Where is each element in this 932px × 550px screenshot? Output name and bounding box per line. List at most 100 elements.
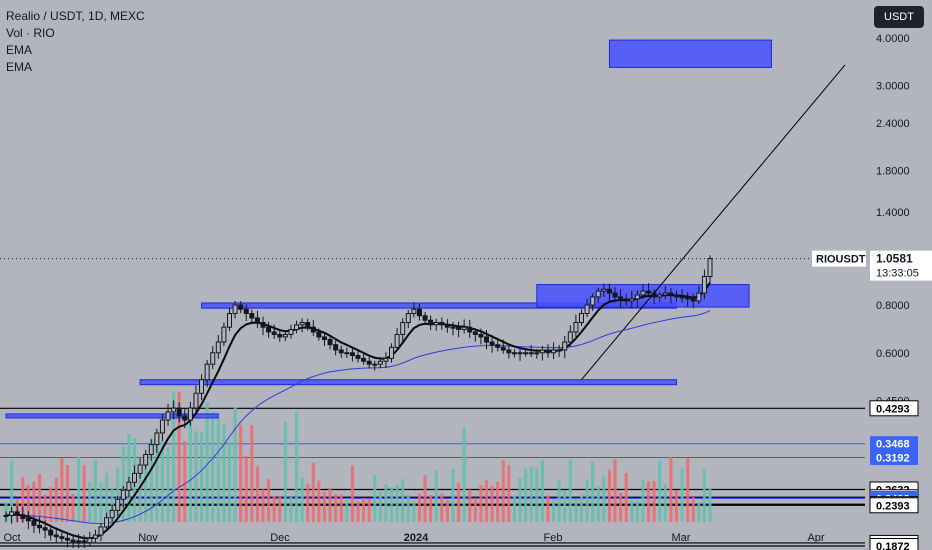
volume-bar: [227, 441, 232, 522]
volume-bar: [501, 460, 505, 522]
symbol-title[interactable]: Realio / USDT, 1D, MEXC: [6, 9, 145, 23]
price-tag-0.2393[interactable]: [869, 497, 919, 514]
price-tag-0.1872[interactable]: [869, 538, 919, 550]
candle: [70, 539, 76, 543]
candle: [143, 453, 149, 466]
volume-bar: [99, 482, 103, 522]
volume-bar: [496, 482, 500, 522]
volume-bar: [429, 495, 433, 522]
volume-bar: [350, 465, 355, 522]
candle: [422, 315, 428, 321]
volume-bar: [144, 455, 148, 522]
candle: [433, 322, 439, 326]
volume-bar: [551, 499, 556, 522]
candle: [562, 341, 568, 351]
candle: [327, 338, 333, 346]
volume-bar: [294, 412, 299, 522]
candle: [489, 341, 495, 346]
candle: [416, 308, 422, 317]
volume-bar: [278, 496, 282, 522]
candle: [673, 294, 679, 298]
candle: [254, 317, 260, 324]
candle: [204, 363, 210, 381]
volume-bar: [423, 475, 427, 522]
volume-bar: [194, 431, 198, 522]
volume-bar: [367, 498, 371, 522]
candle: [14, 511, 20, 516]
candle: [534, 352, 540, 355]
price-zone-5[interactable]: [608, 39, 772, 68]
candle: [467, 326, 473, 333]
candle: [629, 298, 635, 302]
candle: [243, 308, 249, 315]
candle: [260, 322, 266, 328]
candle: [132, 472, 138, 483]
volume-bar: [322, 491, 327, 522]
current-price-tag[interactable]: [870, 250, 932, 281]
volume-bar: [624, 473, 628, 522]
volume-bar: [155, 437, 159, 522]
volume-bar: [166, 446, 170, 522]
candle: [25, 517, 31, 522]
volume-bar: [300, 477, 304, 522]
price-tag-0.3192[interactable]: [870, 449, 918, 465]
price-tag-0.4293[interactable]: [869, 400, 919, 417]
volume-bar: [378, 491, 382, 522]
candle: [349, 352, 355, 357]
price-zone-3[interactable]: [5, 413, 219, 419]
trendline[interactable]: [581, 64, 846, 381]
candle: [266, 326, 272, 333]
candle: [377, 360, 383, 365]
y-tick-label: 1.4000: [876, 207, 910, 219]
volume-bar: [205, 402, 209, 522]
volume-bar: [216, 418, 220, 522]
volume-bar: [434, 470, 438, 522]
volume-bar: [373, 475, 377, 522]
candle: [81, 540, 87, 544]
volume-indicator-label[interactable]: Vol · RIO: [6, 26, 55, 40]
volume-bar: [71, 493, 75, 522]
candle: [344, 352, 350, 355]
volume-bar: [512, 495, 517, 522]
volume-bar: [311, 462, 315, 522]
candle: [31, 520, 37, 526]
volume-bar: [646, 481, 651, 522]
candle: [98, 526, 104, 536]
volume-bar: [149, 437, 153, 522]
symbol-tag[interactable]: [812, 250, 866, 267]
volume-bar: [93, 460, 97, 522]
candle: [411, 308, 417, 315]
ema-indicator-label-1[interactable]: EMA: [6, 43, 33, 57]
candle: [53, 534, 59, 538]
candle: [696, 292, 702, 302]
candle: [606, 288, 612, 294]
volume-bar: [440, 493, 444, 522]
y-tick-label: 4.0000: [876, 33, 910, 45]
volume-bar: [596, 486, 600, 522]
volume-bar: [289, 496, 293, 522]
volume-bar: [490, 485, 494, 522]
candle: [511, 352, 517, 355]
price-zone-1[interactable]: [139, 379, 677, 386]
candle: [271, 331, 277, 335]
volume-bar: [116, 467, 120, 522]
candle: [182, 415, 188, 421]
current-price-value: 1.0581: [876, 252, 913, 266]
volume-bar: [607, 469, 612, 522]
candle: [461, 326, 467, 331]
price-tag-0.3468[interactable]: [870, 436, 918, 452]
candle: [668, 292, 674, 296]
x-tick-label: Oct: [3, 532, 20, 544]
volume-bar: [591, 461, 595, 522]
volume-bar: [384, 484, 388, 522]
candle: [115, 498, 121, 511]
volume-bar: [468, 489, 472, 522]
candle: [87, 537, 93, 544]
currency-button[interactable]: USDT: [874, 6, 924, 28]
candle: [372, 363, 378, 366]
volume-bar: [255, 466, 260, 522]
candle: [64, 537, 70, 541]
volume-bar: [233, 407, 237, 522]
ema-indicator-label-2[interactable]: EMA: [6, 60, 33, 74]
